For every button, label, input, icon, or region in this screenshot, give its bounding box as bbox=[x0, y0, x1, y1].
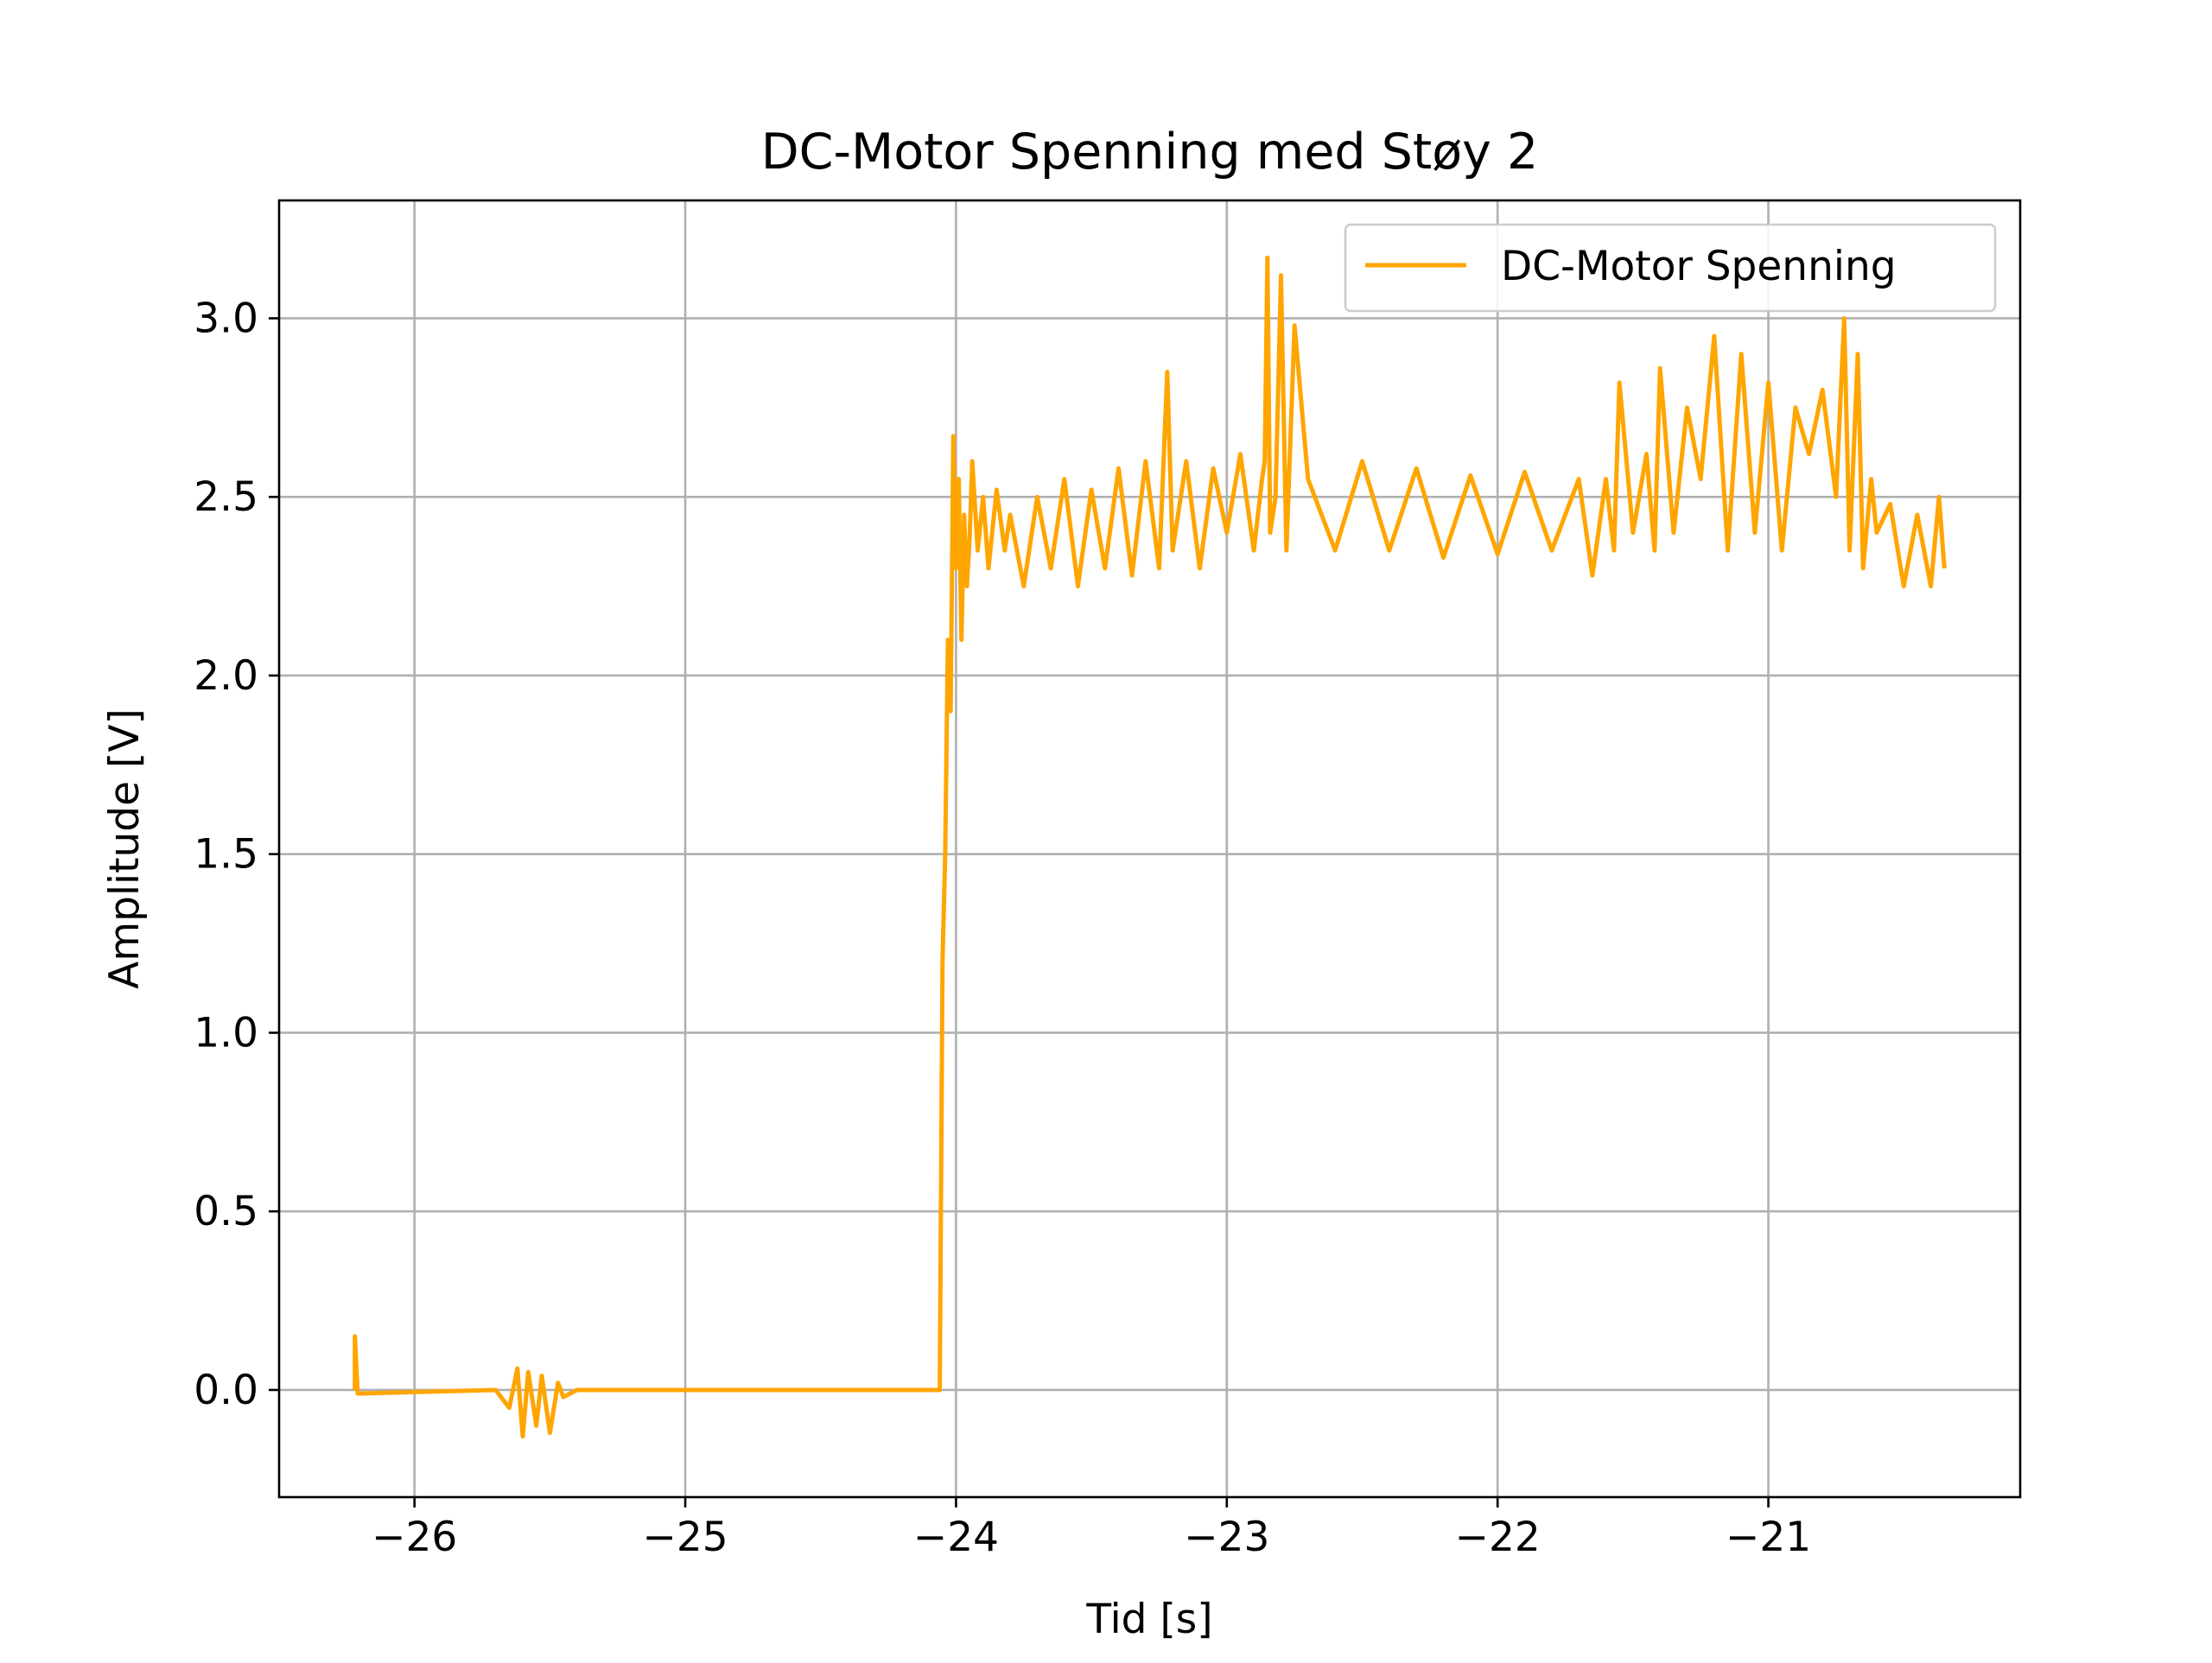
legend: DC-Motor Spenning bbox=[1344, 223, 1997, 313]
x-tick-label: −26 bbox=[372, 1514, 457, 1561]
series-line bbox=[353, 255, 1947, 1439]
x-tick-label: −25 bbox=[642, 1514, 728, 1561]
legend-box bbox=[1344, 223, 1997, 313]
chart-title: DC-Motor Spenning med Støy 2 bbox=[761, 124, 1538, 181]
x-axis-label: Tid [s] bbox=[1085, 1596, 1212, 1643]
plot-frame bbox=[277, 199, 2022, 1499]
y-tick-label: 0.0 bbox=[194, 1367, 258, 1414]
y-tick-label: 0.5 bbox=[194, 1188, 258, 1235]
tick-layer: −26 −25 −24 −23 −22 −21 0.0 0.5 1.0 1.5 2.0 2.5 3.0 bbox=[194, 295, 1811, 1561]
y-tick-label: 3.0 bbox=[194, 295, 258, 342]
grid-layer bbox=[279, 200, 2020, 1497]
y-tick-label: 2.0 bbox=[194, 652, 258, 700]
x-tick-label: −21 bbox=[1726, 1514, 1811, 1561]
series-layer bbox=[353, 255, 1947, 1439]
y-axis-label: Amplitude [V] bbox=[101, 708, 149, 989]
y-tick-label: 1.5 bbox=[194, 831, 258, 879]
x-tick-label: −22 bbox=[1455, 1514, 1541, 1561]
x-tick-label: −24 bbox=[913, 1514, 999, 1561]
legend-label: DC-Motor Spenning bbox=[1501, 243, 1897, 290]
y-tick-label: 2.5 bbox=[194, 473, 258, 521]
y-tick-label: 1.0 bbox=[194, 1009, 258, 1057]
x-tick-label: −23 bbox=[1184, 1514, 1269, 1561]
